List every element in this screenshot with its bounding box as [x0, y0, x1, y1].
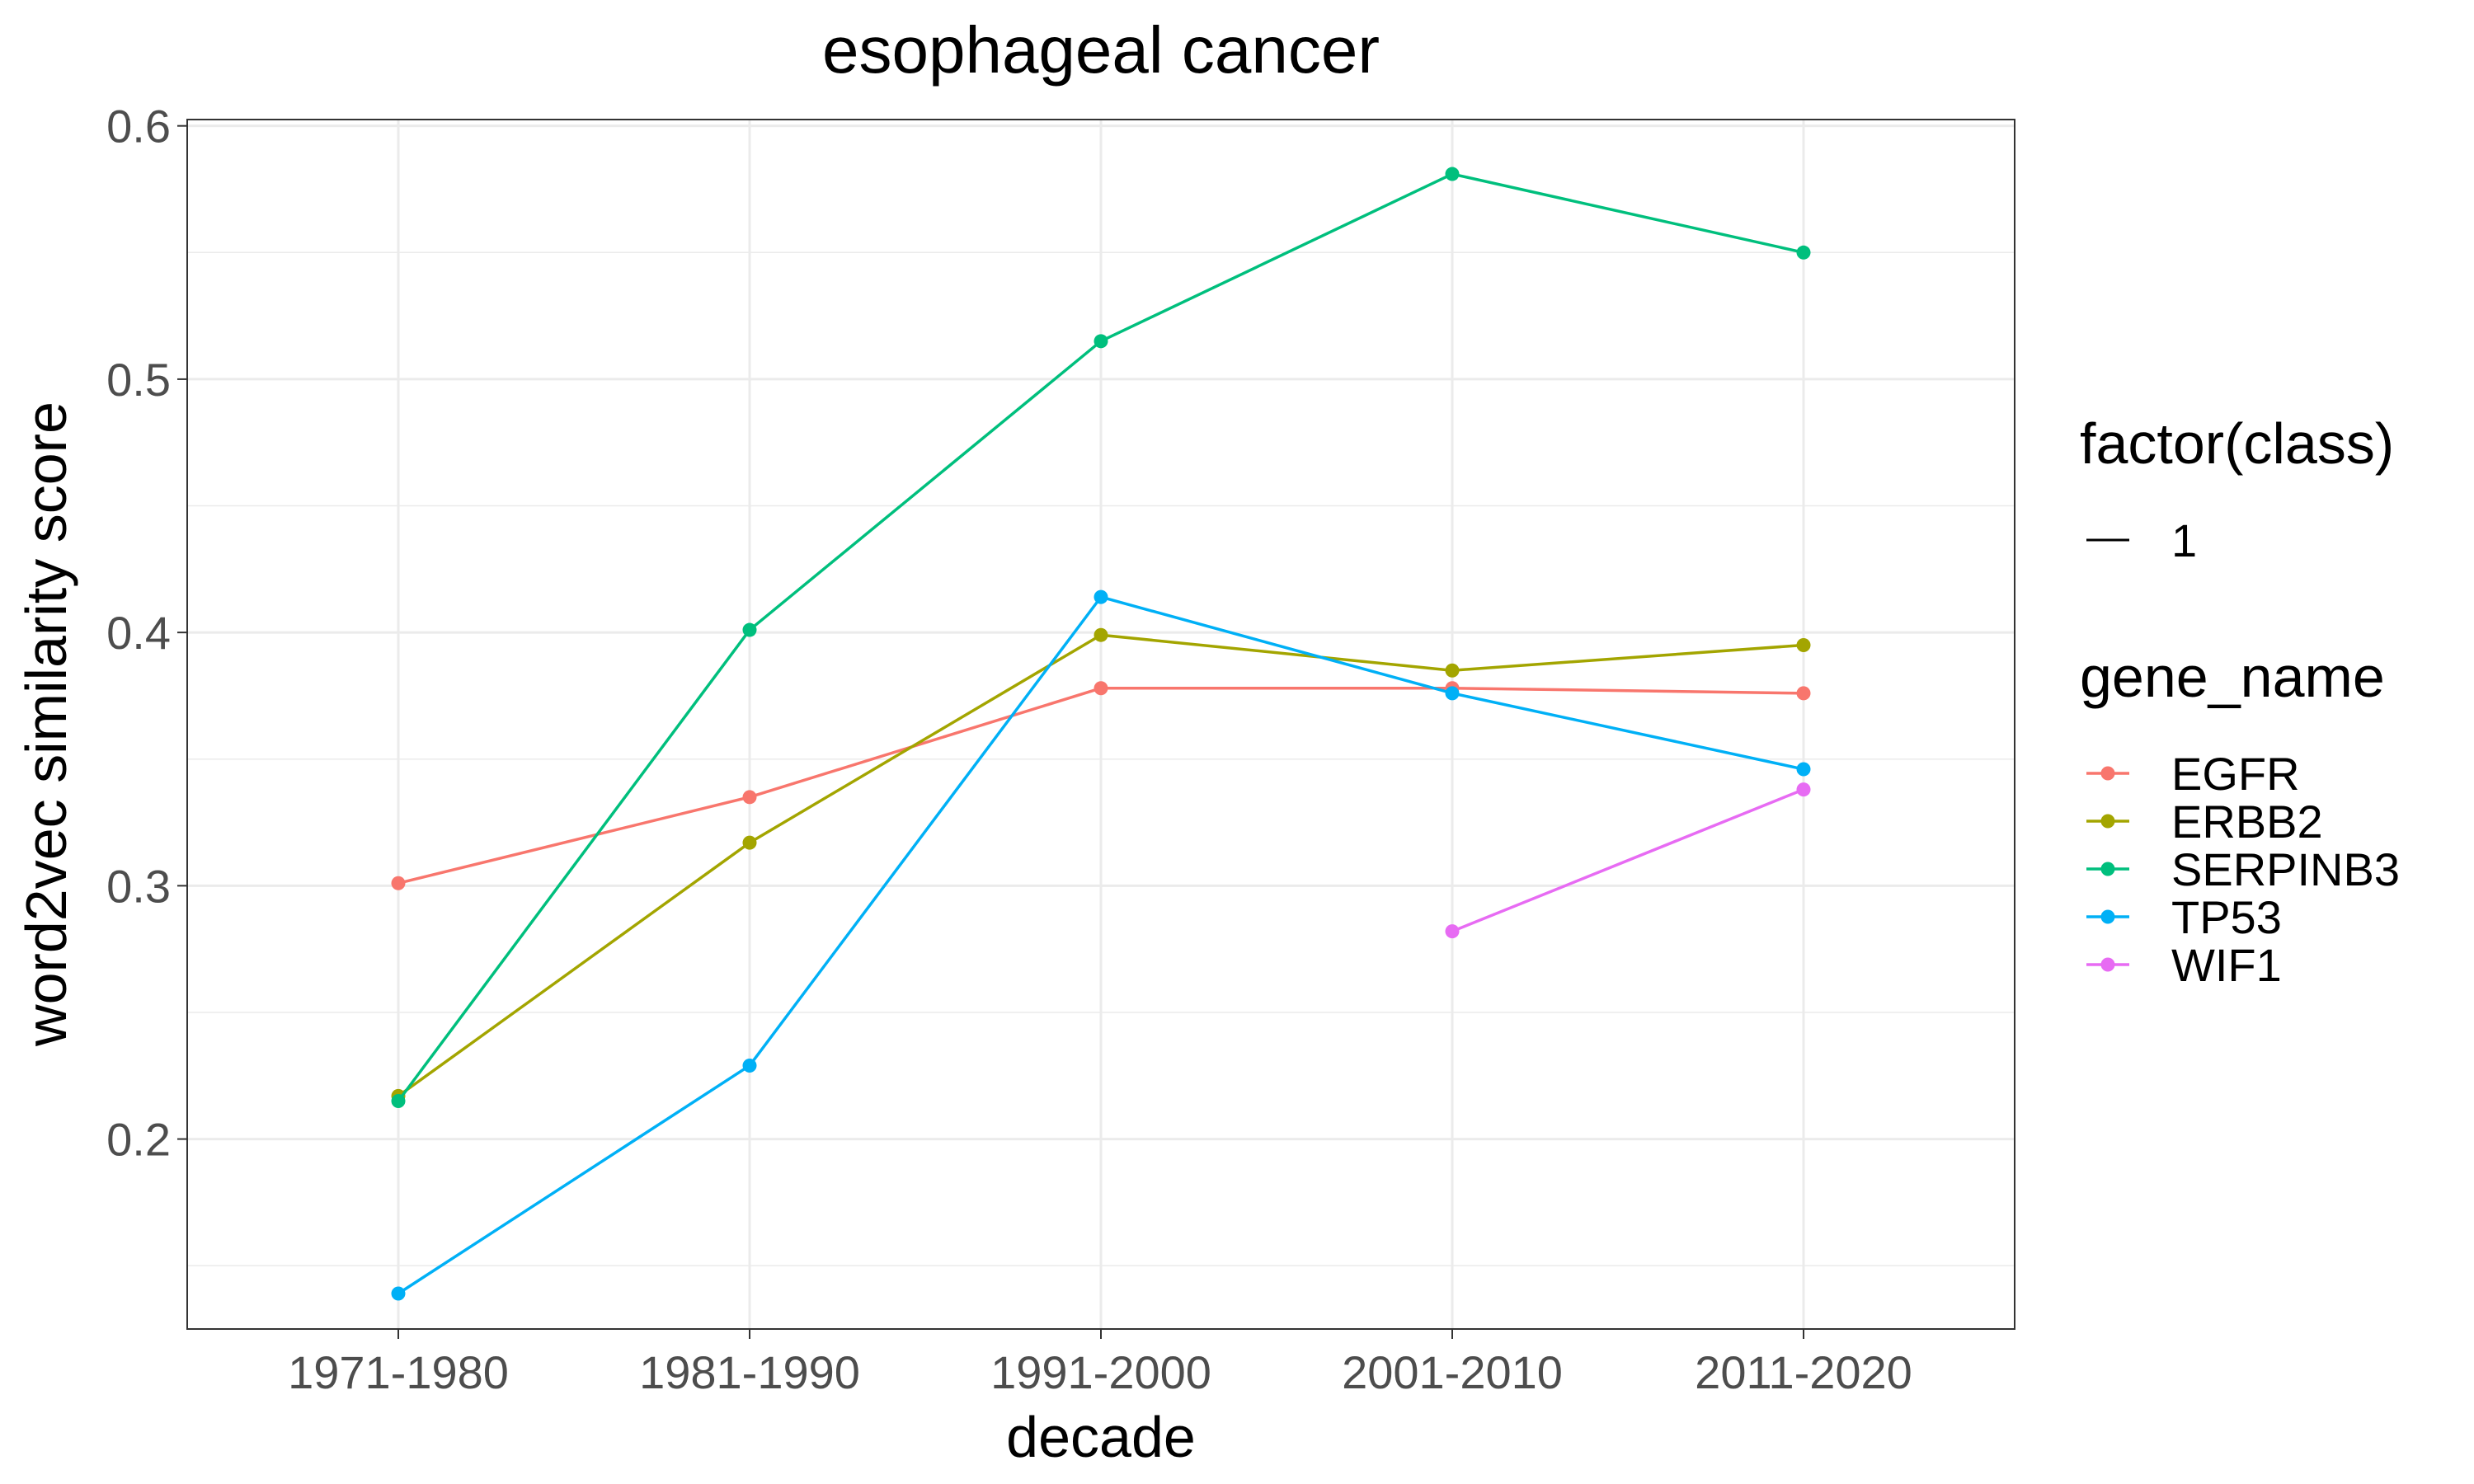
- x-tick-label: 1991-2000: [990, 1346, 1211, 1398]
- series-wif1: [1445, 782, 1811, 939]
- x-tick-label: 2001-2010: [1342, 1346, 1563, 1398]
- data-point-erbb2: [1796, 637, 1811, 652]
- legend-key-point-egfr: [2100, 766, 2115, 781]
- y-tick-label: 0.2: [106, 1114, 171, 1166]
- legend-label-egfr: EGFR: [2171, 748, 2300, 800]
- legend-key-point-wif1: [2100, 957, 2115, 972]
- data-point-egfr: [742, 790, 757, 805]
- legend-key-point-tp53: [2100, 909, 2115, 924]
- legend-label-tp53: TP53: [2171, 891, 2282, 943]
- data-point-erbb2: [1445, 663, 1460, 678]
- x-tick-label: 1971-1980: [288, 1346, 509, 1398]
- chart-title: esophageal cancer: [822, 13, 1380, 87]
- y-tick-label: 0.3: [106, 860, 171, 912]
- data-point-egfr: [1796, 686, 1811, 701]
- legend: factor(class) 1 gene_name EGFRERBB2SERPINB3…: [2080, 411, 2400, 991]
- series-serpinb3: [391, 167, 1811, 1108]
- x-tick-label: 1981-1990: [639, 1346, 860, 1398]
- legend-key-point-serpinb3: [2100, 862, 2115, 876]
- y-tick-label: 0.4: [106, 607, 171, 659]
- legend-label-erbb2: ERBB2: [2171, 796, 2323, 848]
- data-point-erbb2: [742, 835, 757, 850]
- x-tick-label: 2011-2020: [1695, 1346, 1912, 1398]
- data-point-serpinb3: [1445, 167, 1460, 181]
- data-point-erbb2: [1094, 627, 1108, 642]
- data-point-tp53: [1445, 686, 1460, 701]
- y-tick-label: 0.6: [106, 101, 171, 153]
- grid: [187, 120, 2015, 1329]
- legend-title-gene: gene_name: [2080, 645, 2385, 709]
- y-axis-title: word2vec similarity score: [14, 402, 78, 1047]
- legend-label-class: 1: [2171, 514, 2197, 566]
- legend-key-point-erbb2: [2100, 814, 2115, 829]
- legend-label-wif1: WIF1: [2171, 939, 2282, 991]
- series-egfr: [391, 681, 1811, 890]
- data-point-tp53: [1094, 589, 1108, 604]
- data-point-serpinb3: [1094, 334, 1108, 349]
- legend-label-serpinb3: SERPINB3: [2171, 843, 2400, 895]
- data-point-tp53: [742, 1058, 757, 1073]
- legend-title-class: factor(class): [2080, 411, 2394, 476]
- data-point-egfr: [391, 876, 406, 890]
- series-layer: [391, 167, 1811, 1301]
- data-point-tp53: [391, 1286, 406, 1301]
- data-point-tp53: [1796, 762, 1811, 777]
- series-line-wif1: [1451, 787, 1804, 933]
- series-tp53: [391, 589, 1811, 1301]
- data-point-serpinb3: [1796, 245, 1811, 260]
- data-point-egfr: [1094, 681, 1108, 696]
- x-axis-title: decade: [1006, 1405, 1196, 1469]
- data-point-serpinb3: [391, 1093, 406, 1108]
- data-point-wif1: [1445, 924, 1460, 939]
- axes: 0.2 0.3 0.4 0.5 0.6 1971-1980 1981-1990 1991-20…: [106, 101, 1912, 1398]
- data-point-wif1: [1796, 782, 1811, 797]
- series-erbb2: [391, 627, 1811, 1103]
- data-point-serpinb3: [742, 622, 757, 637]
- y-tick-label: 0.5: [106, 354, 171, 406]
